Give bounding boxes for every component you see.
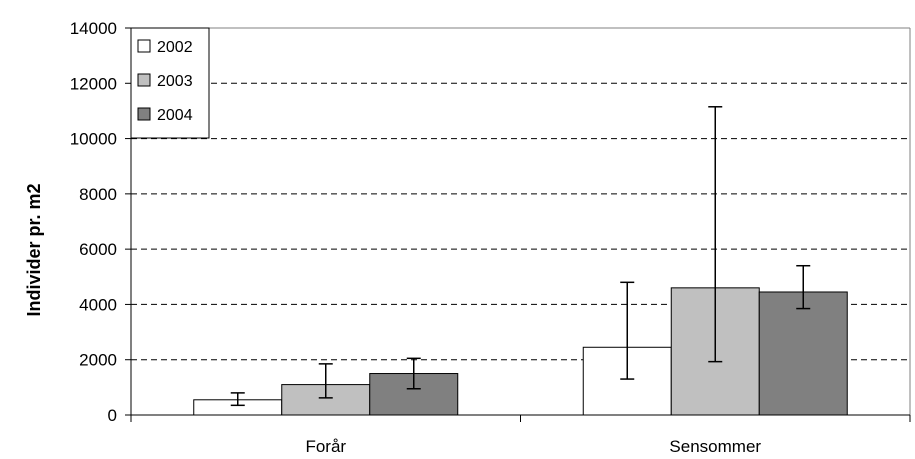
y-tick-labels: 0 2000 4000 6000 8000 10000 12000 14000 [70,19,117,425]
y-tick-label: 4000 [79,295,117,314]
y-tick-label: 8000 [79,185,117,204]
x-tick-label: Forår [305,437,346,456]
error-bars [230,106,811,407]
y-tick-label: 10000 [70,130,117,149]
legend-label-2003: 2003 [157,73,193,90]
y-tick-label: 14000 [70,19,117,38]
axes [125,27,911,422]
legend-swatch-2003 [137,73,151,87]
y-tick-label: 12000 [70,74,117,93]
legend-swatch-2004 [137,107,151,121]
legend: 2002 2003 2004 [130,27,210,139]
y-tick-label: 0 [108,406,117,425]
x-tick-label: Sensommer [669,437,761,456]
y-tick-label: 2000 [79,351,117,370]
bar-2004-1 [758,291,848,416]
legend-label-2004: 2004 [157,107,193,124]
y-axis-label: Individer pr. m2 [24,183,44,316]
y-tick-label: 6000 [79,240,117,259]
bars [193,287,848,416]
legend-swatch-2002 [137,39,151,53]
legend-label-2002: 2002 [157,39,193,56]
x-tick-labels: Forår Sensommer [305,437,761,456]
